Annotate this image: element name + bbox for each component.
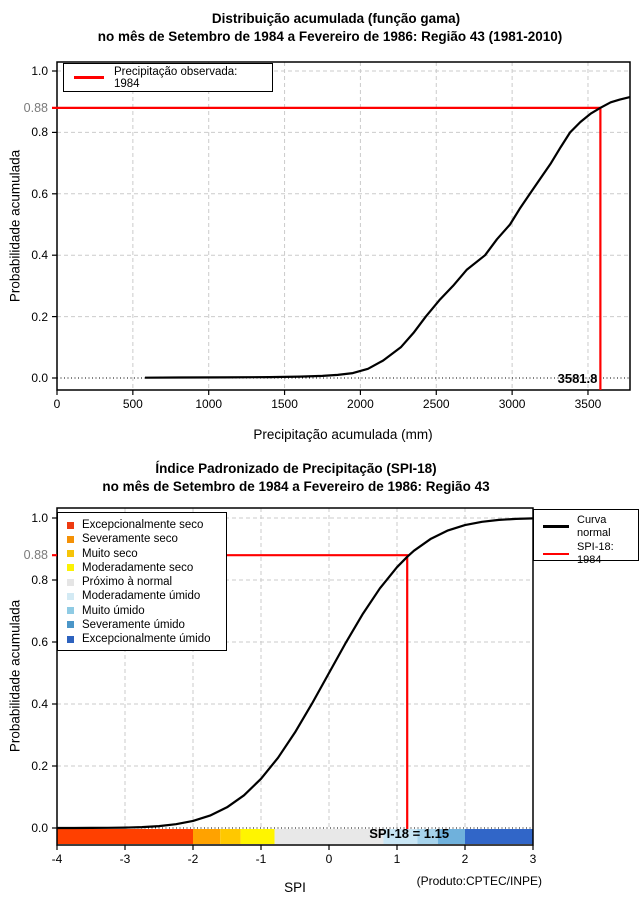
y-axis-label: Probabilidade acumulada: [7, 599, 23, 753]
legend-item-spi-1984: SPI-18: 1984: [543, 541, 638, 566]
legend-label: Curva normal: [577, 514, 611, 539]
category-legend-item: Muito úmido: [67, 604, 222, 618]
chart-title-line2: no mês de Setembro de 1984 a Fevereiro d…: [97, 29, 563, 44]
x-tick-label: -1: [255, 852, 267, 866]
category-color-swatch: [67, 635, 74, 643]
spi-category-bar-segment: [383, 829, 418, 844]
legend-item-normal-curve: Curva normal: [543, 514, 638, 539]
spi-value-annotation: SPI-18 = 1.15: [369, 826, 450, 841]
cdf-curve: [57, 517, 534, 830]
y-tick-label: 0.4: [31, 248, 48, 263]
category-label: Excepcionalmente seco: [82, 519, 204, 531]
category-color-swatch: [67, 621, 74, 629]
cdf-curve: [144, 96, 631, 379]
category-color-swatch: [67, 535, 74, 543]
plot-border: [56, 507, 534, 846]
x-tick-label: 1000: [195, 397, 223, 411]
probability-marker-label: 0.88: [23, 100, 48, 115]
x-tick-label: 1: [393, 852, 401, 866]
x-tick-label: 2500: [422, 397, 450, 411]
category-label: Moderadamente úmido: [82, 590, 201, 603]
legend-box: Precipitação observada: 1984: [63, 63, 273, 92]
y-tick-label: 0.4: [31, 697, 48, 711]
x-tick-label: 3000: [498, 397, 526, 411]
spi-category-bar-segment: [193, 829, 221, 844]
observed-marker-line: [52, 106, 602, 390]
y-tick-label: 0.6: [31, 186, 48, 201]
legend-label: SPI-18: 1984: [577, 541, 614, 566]
category-label: Severamente seco: [82, 533, 178, 546]
category-label: Severamente úmido: [82, 618, 185, 631]
x-tick-label: 2: [461, 852, 469, 866]
spi-category-bar-segment: [465, 829, 533, 844]
category-color-swatch: [67, 550, 74, 557]
category-color-swatch: [67, 578, 74, 586]
plot-border: [56, 61, 631, 391]
spi-category-bar-segment: [57, 829, 193, 844]
black-line-sample: [543, 525, 569, 528]
y-tick-label: 0.8: [31, 573, 48, 587]
y-axis-label: Probabilidade acumulada: [7, 149, 23, 303]
curve-legend-box: Curva normal SPI-18: 1984: [533, 509, 639, 566]
spi-category-bar-segment: [417, 829, 438, 844]
y-tick-label: 0.8: [31, 125, 48, 140]
x-tick-label: 3500: [574, 397, 602, 411]
category-color-swatch: [67, 564, 74, 572]
x-tick-label: 0: [53, 397, 61, 411]
x-tick-label: -3: [119, 852, 131, 866]
x-tick-label: -2: [187, 852, 199, 866]
y-tick-label: 0.0: [31, 371, 48, 385]
category-legend-item: Excepcionalmente seco: [67, 518, 222, 532]
spi-category-bar-segment: [240, 829, 275, 844]
category-label: Moderadamente seco: [82, 561, 194, 574]
spi-category-bar-segment: [274, 829, 384, 844]
category-label: Excepcionalmente úmido: [82, 633, 211, 645]
red-line-sample: [543, 552, 569, 556]
chart-title-line1: Distribuição acumulada (função gama): [211, 11, 461, 26]
precipitation-cdf-chart: Distribuição acumulada (função gama) no …: [7, 11, 631, 442]
category-legend-item: Muito seco: [67, 547, 222, 561]
x-tick-label: -4: [51, 852, 63, 866]
precipitation-marker-label: 3581.8: [557, 371, 598, 386]
x-tick-label: 3: [529, 852, 537, 866]
x-tick-label: 500: [122, 397, 143, 411]
chart-title-line1: Índice Padronizado de Precipitação (SPI-…: [155, 461, 437, 476]
probability-marker-label: 0.88: [23, 548, 48, 563]
x-tick-label: 0: [325, 852, 333, 866]
y-tick-label: 1.0: [31, 64, 48, 78]
y-tick-label: 0.2: [31, 309, 48, 324]
y-tick-label: 1.0: [31, 511, 48, 525]
spi-cdf-chart: Índice Padronizado de Precipitação (SPI-…: [0, 450, 640, 900]
category-legend-item: Excepcionalmente úmido: [67, 632, 222, 646]
y-tick-label: 0.2: [31, 759, 48, 773]
category-legend-item: Moderadamente seco: [67, 561, 222, 575]
category-legend-item: Moderadamente úmido: [67, 589, 222, 603]
product-credit: (Produto:CPTEC/INPE): [416, 874, 542, 888]
spi-category-bar-segment: [437, 829, 465, 844]
x-axis-label: Precipitação acumulada (mm): [253, 427, 433, 442]
y-tick-label: 0.0: [31, 821, 48, 835]
category-legend-item: Próximo à normal: [67, 575, 222, 589]
category-color-swatch: [67, 592, 74, 600]
category-label: Muito seco: [82, 547, 138, 560]
red-line-sample: [74, 76, 104, 79]
x-axis-label: SPI: [284, 880, 306, 895]
category-legend-item: Severamente seco: [67, 532, 222, 546]
category-label: Muito úmido: [82, 604, 145, 617]
category-label: Próximo à normal: [82, 576, 173, 588]
x-tick-label: 2000: [347, 397, 374, 411]
category-legend-item: Severamente úmido: [67, 618, 222, 632]
spi-category-legend: Excepcionalmente seco Severamente seco Mui…: [57, 512, 227, 651]
y-tick-label: 0.6: [31, 635, 48, 649]
category-color-swatch: [67, 521, 74, 529]
chart-title-line2: no mês de Setembro de 1984 a Fevereiro d…: [102, 479, 490, 494]
category-color-swatch: [67, 607, 74, 614]
legend-label: Precipitação observada: 1984: [114, 65, 238, 90]
x-tick-label: 1500: [271, 397, 298, 411]
precipitation-plot-area: [52, 61, 631, 395]
spi-category-bar-segment: [220, 829, 241, 844]
